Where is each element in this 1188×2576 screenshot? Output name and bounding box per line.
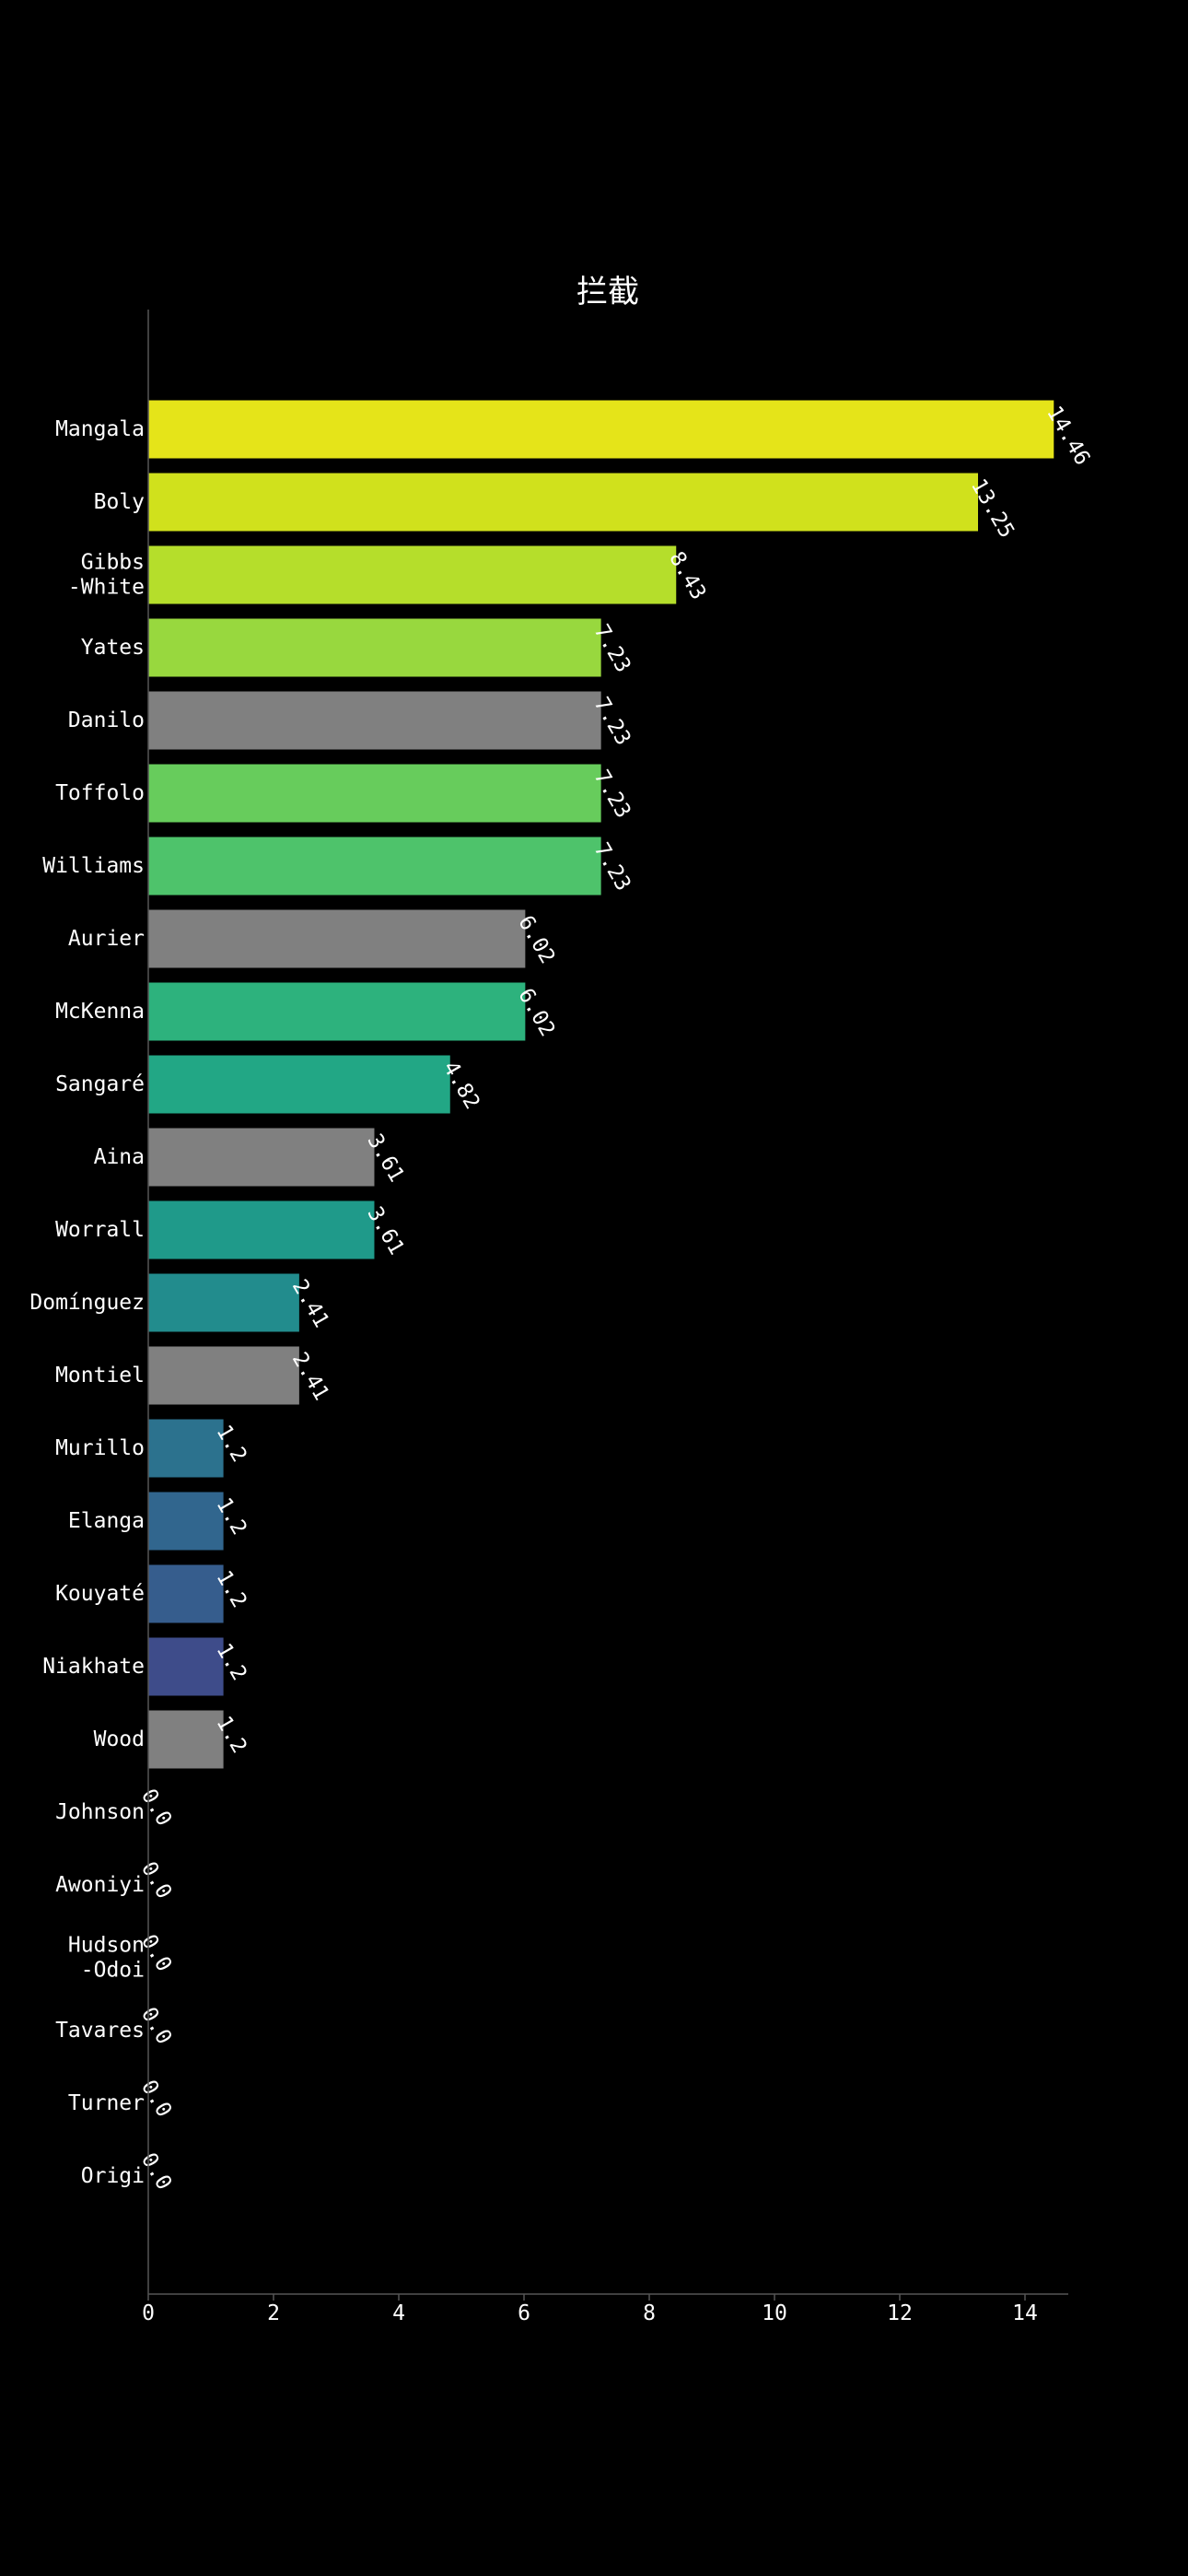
x-tick-label-2: 4	[392, 2301, 405, 2325]
bar-8	[148, 982, 526, 1041]
category-label-1: Boly	[94, 490, 145, 514]
category-label-0: Mangala	[55, 417, 145, 441]
x-tick-label-5: 10	[762, 2301, 787, 2325]
bar-3	[148, 618, 601, 677]
category-label-4: Danilo	[68, 708, 145, 732]
bar-5	[148, 764, 601, 823]
bars-layer	[148, 400, 1054, 1769]
category-label-15: Elanga	[68, 1509, 145, 1533]
category-label-21-line-0: Hudson	[68, 1934, 145, 1958]
bar-15	[148, 1492, 224, 1551]
category-label-24: Origi	[81, 2164, 145, 2188]
x-tick-label-4: 8	[643, 2301, 656, 2325]
category-label-3: Yates	[81, 636, 145, 660]
bar-6	[148, 837, 601, 896]
bar-4	[148, 691, 601, 750]
x-axis: 0 2 4 6 8 10 12 14	[142, 2294, 1038, 2325]
chart-title: 拦截	[577, 274, 639, 310]
bar-1	[148, 473, 978, 532]
category-label-10: Aina	[94, 1145, 145, 1169]
category-label-20: Awoniyi	[55, 1873, 145, 1897]
category-label-12: Domínguez	[29, 1291, 145, 1315]
category-label-17: Niakhate	[42, 1655, 145, 1679]
category-label-18: Wood	[94, 1727, 145, 1751]
category-label-19: Johnson	[55, 1800, 145, 1824]
category-label-11: Worrall	[55, 1218, 145, 1242]
bar-13	[148, 1346, 299, 1405]
bar-9	[148, 1055, 450, 1114]
category-label-22: Tavares	[55, 2019, 145, 2043]
x-tick-label-3: 6	[518, 2301, 530, 2325]
bar-17	[148, 1637, 224, 1696]
x-tick-label-1: 2	[267, 2301, 280, 2325]
x-tick-label-6: 12	[887, 2301, 913, 2325]
bar-14	[148, 1419, 224, 1478]
x-tick-label-7: 14	[1012, 2301, 1038, 2325]
category-label-2-line-1: -White	[68, 576, 145, 600]
bar-7	[148, 909, 526, 968]
bar-18	[148, 1710, 224, 1769]
category-label-14: Murillo	[55, 1436, 145, 1460]
bar-0	[148, 400, 1054, 459]
category-label-21-line-1: -Odoi	[81, 1959, 145, 1983]
category-label-2-line-0: Gibbs	[81, 551, 145, 575]
category-labels-layer: Mangala Boly Gibbs-White Yates Danilo Toffolo…	[29, 417, 145, 2188]
category-label-6: Williams	[42, 854, 145, 878]
category-label-9: Sangaré	[55, 1072, 145, 1096]
category-label-13: Montiel	[55, 1364, 145, 1388]
category-label-23: Turner	[68, 2091, 145, 2115]
bar-11	[148, 1200, 375, 1259]
category-label-8: McKenna	[55, 1000, 145, 1024]
category-label-16: Kouyaté	[55, 1582, 145, 1606]
category-label-7: Aurier	[68, 927, 145, 951]
bar-10	[148, 1128, 375, 1187]
bar-12	[148, 1273, 299, 1332]
bar-16	[148, 1564, 224, 1623]
x-tick-label-0: 0	[142, 2301, 155, 2325]
category-label-5: Toffolo	[55, 781, 145, 805]
bar-2	[148, 545, 677, 604]
